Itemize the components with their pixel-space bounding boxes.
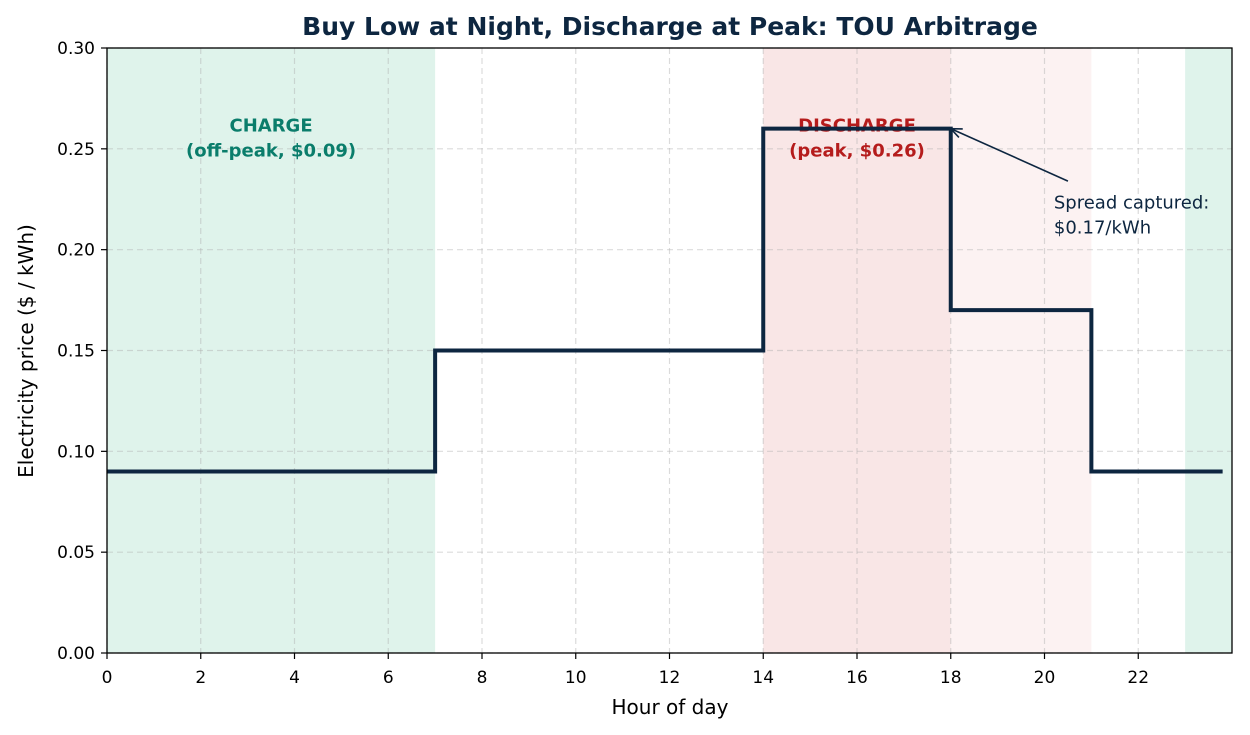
annotation-arrow-head <box>948 127 963 138</box>
y-tick-label: 0.30 <box>57 39 95 59</box>
x-tick-label: 18 <box>940 668 962 688</box>
shaded-region-discharge-light <box>950 48 1092 653</box>
zone-label-line: (peak, $0.26) <box>789 141 925 162</box>
x-tick-label: 14 <box>752 668 774 688</box>
price-step-line <box>107 126 1223 474</box>
x-axis-label: Hour of day <box>612 695 729 719</box>
x-tick-label: 0 <box>102 668 113 688</box>
shaded-region-charge <box>1185 48 1232 653</box>
annotation-text-line: Spread captured: <box>1054 192 1210 213</box>
y-axis-label: Electricity price ($ / kWh) <box>14 224 38 478</box>
y-tick-label: 0.20 <box>57 241 95 261</box>
zone-label: DISCHARGE (peak, $0.26) <box>789 116 925 162</box>
zone-label-line: (off-peak, $0.09) <box>186 141 356 162</box>
shaded-region-discharge <box>763 48 951 653</box>
zone-label: CHARGE (off-peak, $0.09) <box>186 116 356 162</box>
x-axis-ticks: 0 2 4 6 8 10 12 14 16 18 20 22 <box>102 653 1149 688</box>
spread-annotation: Spread captured: $0.17/kWh <box>948 127 1210 238</box>
x-tick-label: 22 <box>1127 668 1149 688</box>
chart-title: Buy Low at Night, Discharge at Peak: TOU… <box>302 12 1038 41</box>
annotation-arrow-shaft <box>950 127 1069 182</box>
y-tick-label: 0.05 <box>57 543 95 563</box>
x-tick-label: 6 <box>383 668 394 688</box>
x-tick-label: 20 <box>1034 668 1056 688</box>
y-tick-label: 0.10 <box>57 442 95 462</box>
y-tick-label: 0.00 <box>57 644 95 664</box>
x-tick-label: 10 <box>565 668 587 688</box>
zone-label-line: CHARGE <box>229 116 312 137</box>
zone-labels: CHARGE (off-peak, $0.09) DISCHARGE (peak, $… <box>186 116 925 162</box>
y-tick-label: 0.25 <box>57 140 95 160</box>
x-tick-label: 16 <box>846 668 868 688</box>
annotation-text-line: $0.17/kWh <box>1054 217 1151 238</box>
zone-label-line: DISCHARGE <box>798 116 916 137</box>
y-axis-ticks: 0.00 0.05 0.10 0.15 0.20 0.25 0.30 <box>57 39 107 664</box>
x-tick-label: 8 <box>477 668 488 688</box>
x-tick-label: 4 <box>289 668 300 688</box>
annotation-text: Spread captured: $0.17/kWh <box>1054 192 1210 238</box>
y-tick-label: 0.15 <box>57 342 95 362</box>
x-tick-label: 12 <box>659 668 681 688</box>
shaded-regions <box>107 48 1232 653</box>
shaded-region-charge <box>107 48 436 653</box>
x-tick-label: 2 <box>195 668 206 688</box>
